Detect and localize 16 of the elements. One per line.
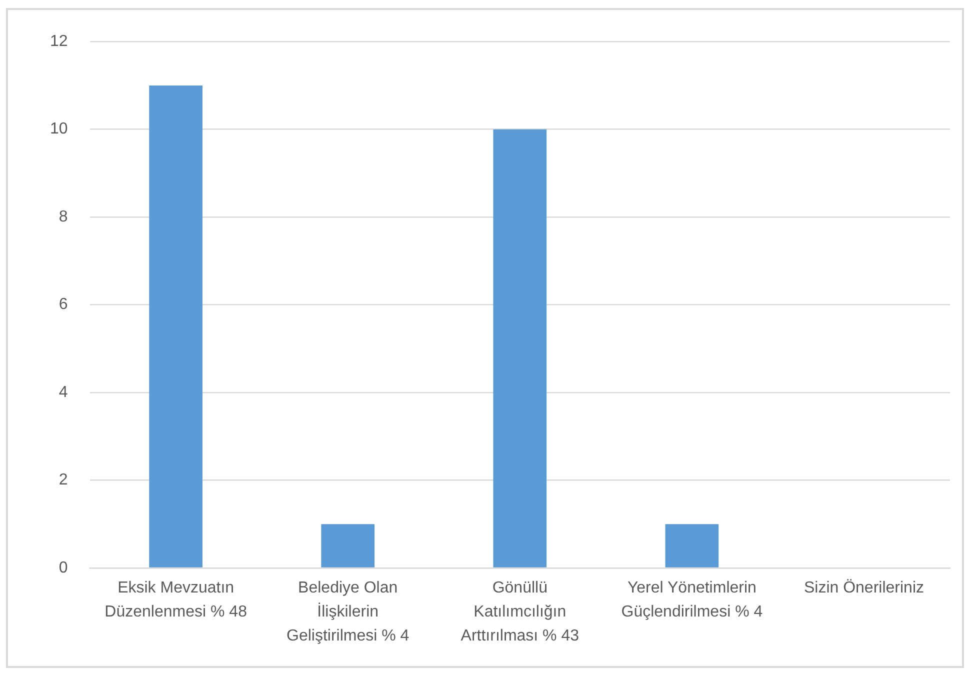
x-tick-label: Belediye Olan İlişkilerin Geliştirilmesi % 4	[286, 579, 410, 644]
y-tick-label: 12	[50, 33, 68, 50]
y-tick-label: 8	[58, 208, 68, 226]
bar	[665, 524, 719, 568]
x-tick-label: Sizin Önerileriniz	[804, 578, 924, 596]
bar	[149, 85, 202, 568]
y-tick-label: 10	[50, 120, 68, 138]
x-tick-label: Eksik Mevzuatın Düzenlenmesi % 48	[104, 579, 248, 620]
bar	[321, 524, 375, 568]
x-tick-label: Gönüllü Katılımcılığın Arttırılması % 43	[460, 579, 580, 644]
y-tick-label: 0	[58, 559, 68, 576]
y-tick-label: 2	[58, 472, 68, 489]
x-tick-label: Yerel Yönetimlerin Güçlendirilmesi % 4	[621, 579, 763, 620]
y-tick-label: 4	[58, 384, 68, 401]
y-tick-label: 6	[58, 296, 68, 314]
bar	[493, 129, 547, 568]
